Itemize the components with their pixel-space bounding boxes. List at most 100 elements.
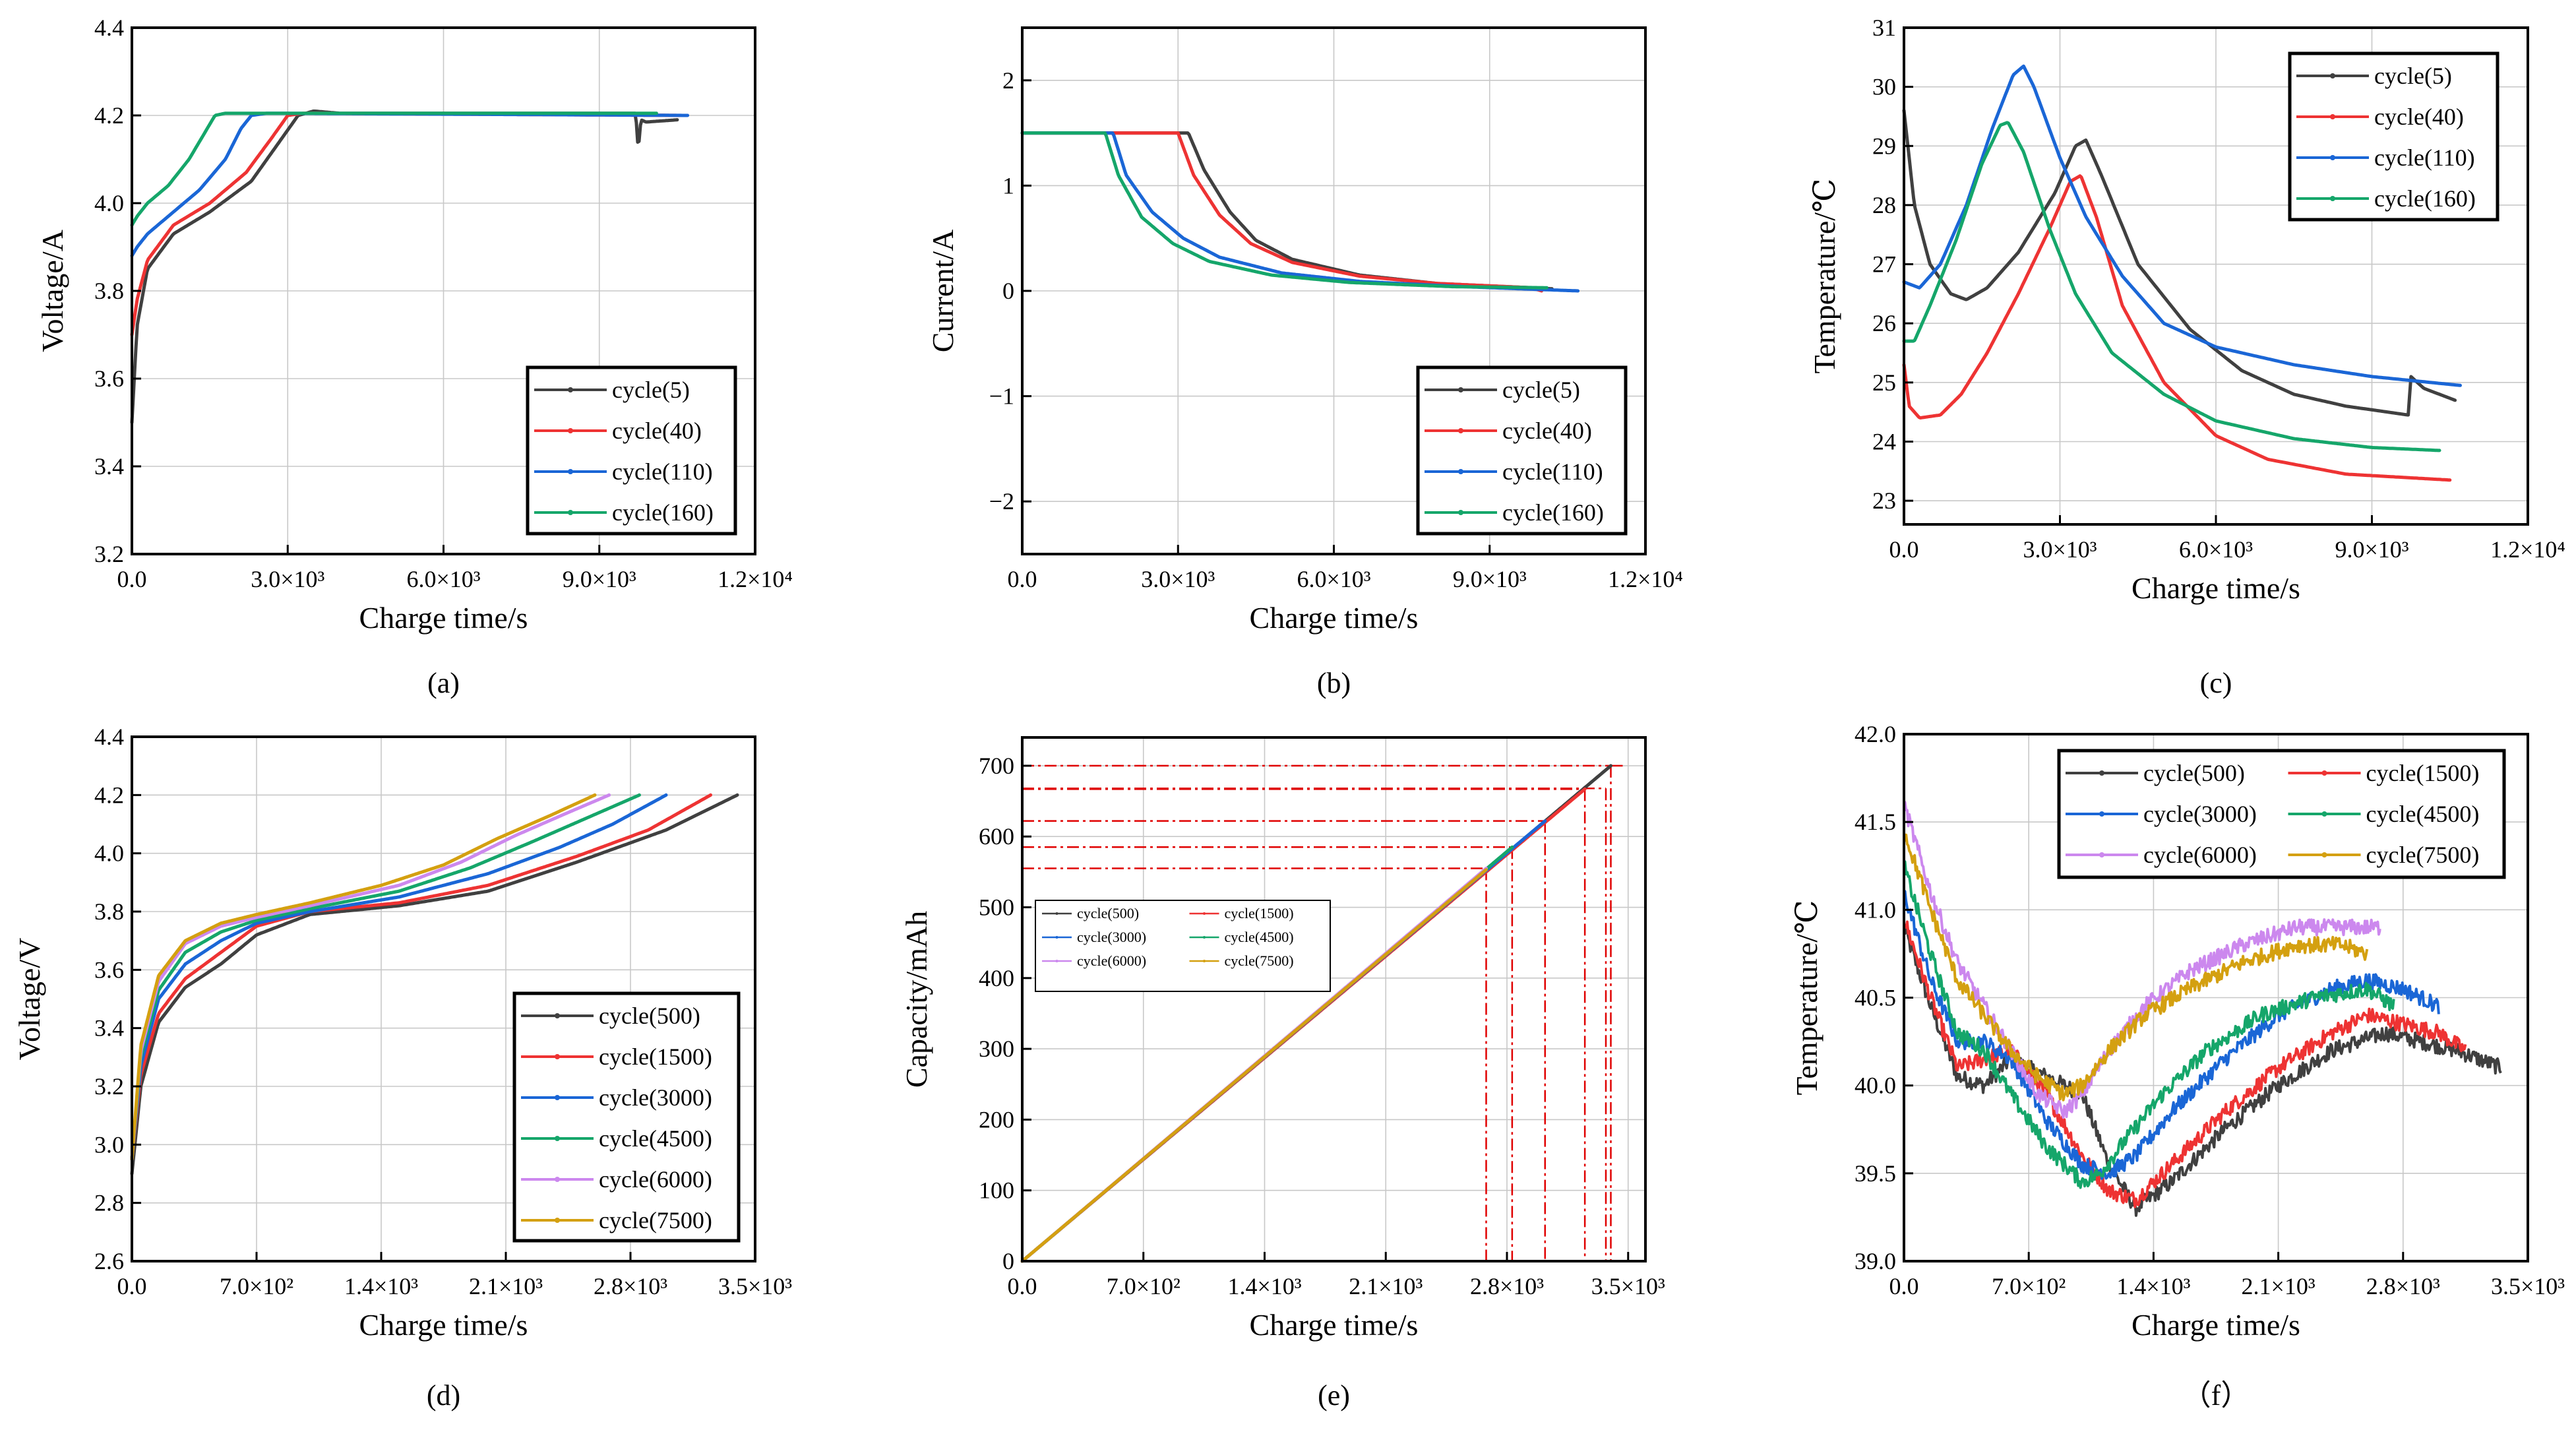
legend-label: cycle(1500)	[599, 1043, 712, 1070]
x-tick-label: 0.0	[1889, 1273, 1919, 1299]
legend-label: cycle(160)	[612, 499, 714, 526]
legend-marker	[2330, 196, 2335, 201]
series-line-cycle(500)	[130, 793, 739, 1175]
y-tick-label: 3.8	[94, 898, 124, 925]
series-line-cycle(4500)	[130, 793, 641, 1161]
y-tick-label: 40.0	[1855, 1073, 1896, 1099]
legend-label: cycle(6000)	[599, 1166, 712, 1193]
x-tick-label: 3.0×10³	[1141, 566, 1215, 592]
y-tick-label: 4.4	[94, 15, 124, 41]
legend-box	[2288, 51, 2499, 222]
panel-label: (a)	[427, 667, 460, 699]
series-line-cycle(5)	[1020, 131, 1554, 291]
x-tick-label: 0.0	[117, 1273, 147, 1299]
y-tick-label: 27	[1872, 251, 1896, 278]
x-tick-label: 9.0×10³	[1453, 566, 1527, 592]
y-tick-label: 0	[1002, 278, 1014, 304]
x-tick-label: 9.0×10³	[563, 566, 636, 592]
y-axis-label: Voltage/V	[13, 938, 46, 1061]
x-tick-label: 0.0	[1008, 566, 1037, 592]
y-axis-label: Temperature/℃	[1808, 179, 1841, 374]
y-tick-label: 300	[979, 1036, 1014, 1062]
legend: cycle(5) cycle(40) cycle(110) cycle(160)	[2288, 51, 2499, 222]
legend-marker	[2321, 852, 2327, 857]
x-tick-label: 3.0×10³	[251, 566, 324, 592]
y-tick-label: 28	[1872, 192, 1896, 218]
legend-marker	[2099, 811, 2104, 817]
x-tick-label: 7.0×10²	[1107, 1273, 1181, 1299]
legend: cycle(5) cycle(40) cycle(110) cycle(160)	[526, 365, 737, 536]
panel-label: (d)	[427, 1379, 460, 1412]
legend: cycle(5) cycle(40) cycle(110) cycle(160)	[1416, 365, 1628, 536]
series-line-cycle(110)	[1902, 64, 2462, 387]
legend-marker	[555, 1218, 560, 1223]
y-tick-label: 2	[1002, 67, 1014, 94]
y-tick-label: 3.4	[94, 1015, 124, 1042]
x-tick-label: 2.1×10³	[469, 1273, 543, 1299]
chart-panel-c: 0.0 3.0×10³ 6.0×10³ 9.0×10³ 1.2×10⁴ 23 24 25 26 2…	[1808, 15, 2565, 699]
y-tick-label: 700	[979, 753, 1014, 779]
chart-panel-e: 0.0 7.0×10² 1.4×10³ 2.1×10³ 2.8×10³ 3.5×10³ 0 1…	[900, 736, 1665, 1412]
legend-marker	[1203, 912, 1206, 915]
series-line-cycle(40)	[1902, 174, 2452, 482]
x-tick-label: 0.0	[117, 566, 147, 592]
legend-box	[1416, 365, 1628, 536]
x-tick-label: 3.5×10³	[718, 1273, 792, 1299]
legend-label: cycle(3000)	[2143, 801, 2257, 827]
y-tick-label: 40.5	[1855, 985, 1896, 1011]
y-tick-label: 0	[1002, 1248, 1014, 1274]
y-tick-label: −1	[989, 383, 1014, 410]
legend-marker	[2321, 811, 2327, 817]
y-axis-label: Current/A	[926, 230, 960, 353]
legend-label: cycle(500)	[599, 1003, 700, 1029]
chart-panel-d: 0.0 7.0×10² 1.4×10³ 2.1×10³ 2.8×10³ 3.5×10³ 2.…	[13, 724, 792, 1412]
legend-marker	[1203, 960, 1206, 962]
x-tick-label: 7.0×10²	[220, 1273, 293, 1299]
series-line-cycle(7500)	[130, 793, 597, 1161]
y-tick-label: 3.6	[94, 365, 124, 392]
y-tick-label: 3.8	[94, 278, 124, 304]
legend-label: cycle(7500)	[599, 1207, 712, 1233]
legend-marker	[1458, 387, 1463, 392]
series-line-cycle(1500)	[1903, 920, 2467, 1208]
x-tick-label: 1.4×10³	[2116, 1273, 2190, 1299]
legend-marker	[555, 1177, 560, 1182]
series-line-cycle(160)	[1902, 121, 2441, 452]
x-tick-label: 2.8×10³	[2366, 1273, 2440, 1299]
legend-marker	[1055, 960, 1058, 962]
legend-marker	[1458, 510, 1463, 515]
x-tick-label: 1.2×10⁴	[2490, 536, 2565, 563]
x-tick-label: 6.0×10³	[1297, 566, 1370, 592]
panel-label: （f）	[2182, 1379, 2250, 1412]
series-line-cycle(40)	[1020, 131, 1543, 293]
x-axis-label: Charge time/s	[359, 601, 528, 635]
series-line-cycle(500)	[1903, 924, 2502, 1217]
panel-label: (c)	[2200, 667, 2232, 699]
x-axis-label: Charge time/s	[1250, 601, 1419, 635]
legend-marker	[568, 428, 573, 433]
x-tick-label: 1.2×10⁴	[1608, 566, 1683, 592]
legend-marker	[555, 1013, 560, 1018]
y-tick-label: 2.6	[94, 1248, 124, 1274]
legend-marker	[568, 387, 573, 392]
y-tick-label: 100	[979, 1177, 1014, 1204]
x-tick-label: 6.0×10³	[2179, 536, 2253, 563]
y-tick-label: 30	[1872, 74, 1896, 100]
y-tick-label: 3.4	[94, 453, 124, 480]
legend-label: cycle(3000)	[599, 1084, 712, 1111]
legend-label: cycle(40)	[612, 418, 702, 444]
legend-marker	[2099, 852, 2104, 857]
y-axis-label: Temperature/℃	[1790, 900, 1824, 1096]
y-tick-label: 31	[1872, 15, 1896, 41]
series-line-cycle(160)	[130, 111, 658, 227]
legend-label: cycle(3000)	[1077, 929, 1146, 945]
legend-marker	[555, 1054, 560, 1059]
legend-label: cycle(5)	[1502, 377, 1580, 403]
legend-marker	[568, 469, 573, 474]
legend-label: cycle(6000)	[2143, 842, 2257, 868]
legend-marker	[555, 1136, 560, 1141]
x-axis-label: Charge time/s	[1250, 1308, 1419, 1342]
legend-label: cycle(1500)	[2366, 760, 2480, 786]
y-tick-label: 500	[979, 894, 1014, 921]
legend-label: cycle(500)	[1077, 905, 1139, 921]
